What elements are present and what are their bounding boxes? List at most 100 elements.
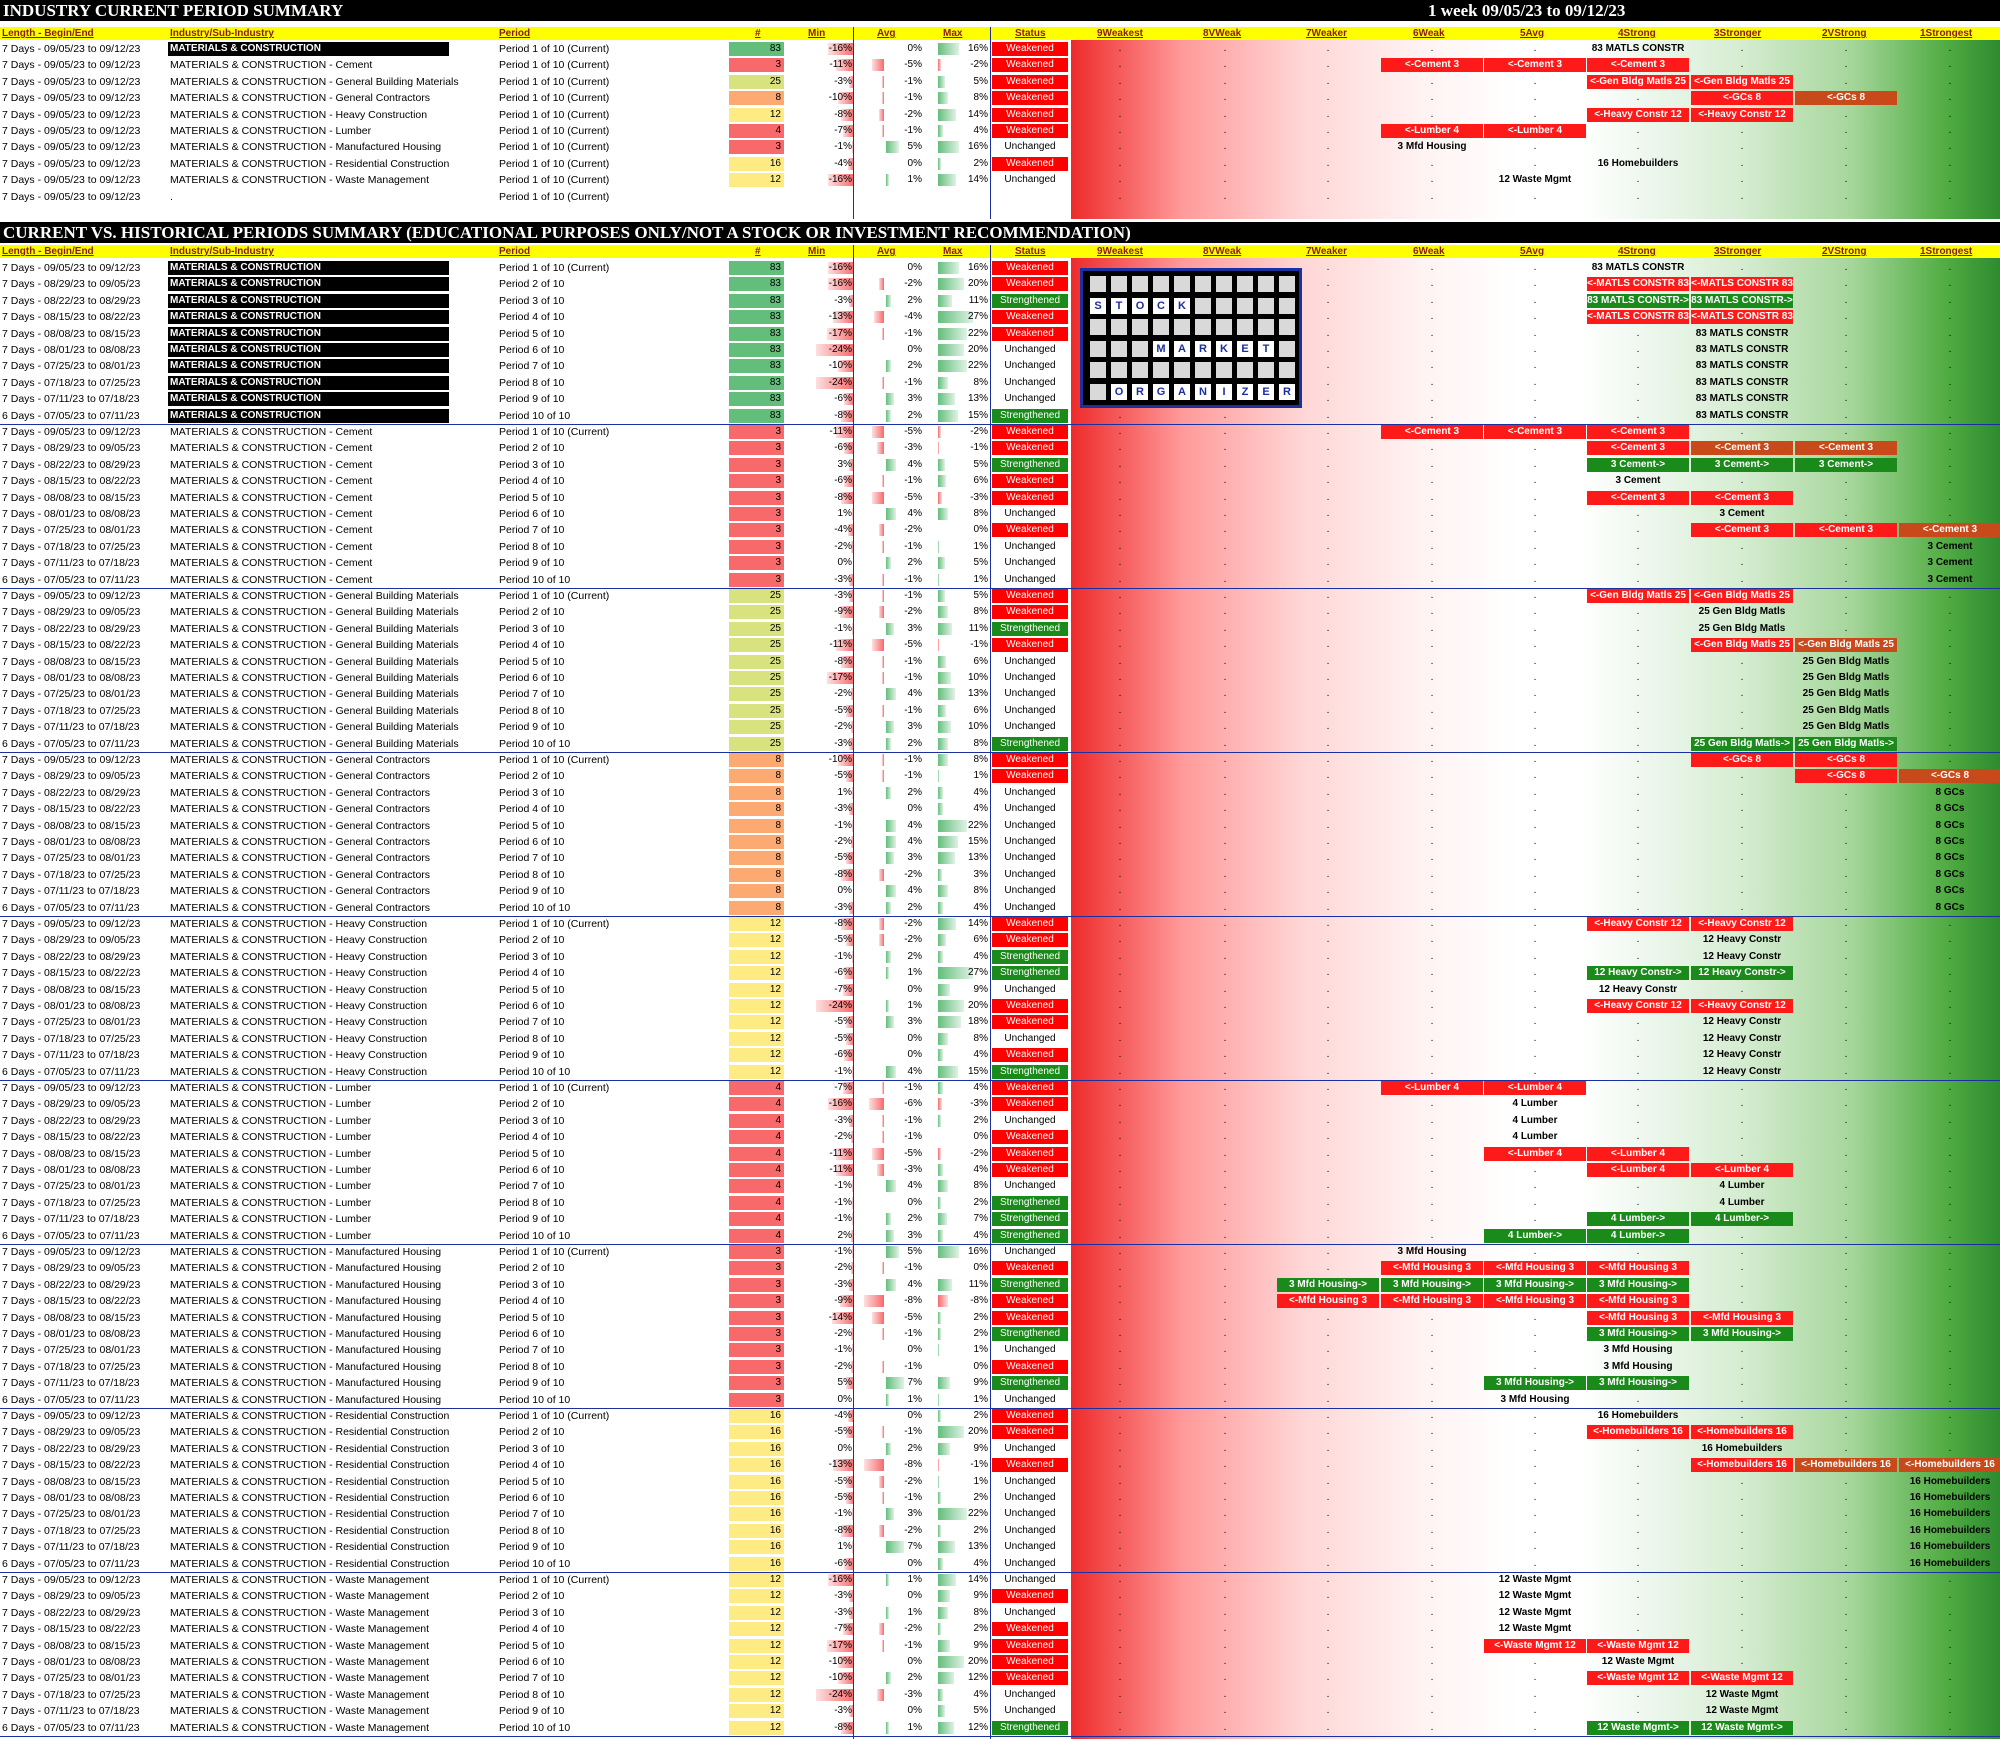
period-cell: Period 6 of 10: [499, 1000, 565, 1012]
industry-cell: MATERIALS & CONSTRUCTION - Residential C…: [170, 1442, 450, 1455]
min-cell: -4%: [834, 157, 852, 169]
count-cell: 12: [729, 173, 784, 188]
length-cell: 6 Days - 07/05/23 to 07/11/23: [2, 1065, 140, 1078]
rank-dot: .: [1430, 1705, 1434, 1717]
rank-dot: .: [1636, 819, 1640, 831]
rank-dot: .: [1636, 174, 1640, 186]
avg-bar: [881, 1262, 884, 1275]
min-cell: -24%: [828, 344, 852, 355]
rank-dot: .: [1430, 43, 1434, 54]
rank-marker: <-MATLS CONSTR 83: [1587, 310, 1689, 325]
rank-marker: <-Lumber 4: [1691, 1163, 1793, 1177]
rank-dot: .: [1533, 1672, 1537, 1684]
rank-dot: .: [1844, 1262, 1848, 1274]
status-badge: Weakened: [992, 91, 1068, 106]
max-cell: 4%: [973, 786, 988, 798]
avg-cell: -1%: [904, 704, 922, 716]
period-cell: Period 4 of 10: [499, 967, 565, 980]
logo-tile: A: [1173, 382, 1191, 401]
rank-dot: .: [1636, 125, 1640, 136]
status-badge: Weakened: [992, 474, 1068, 489]
max-cell: 4%: [973, 1688, 988, 1700]
min-bar: [850, 540, 854, 553]
industry-cell: MATERIALS & CONSTRUCTION - General Contr…: [170, 852, 431, 865]
rank-dot: .: [1223, 1360, 1227, 1372]
rank-dot: .: [1948, 1360, 1952, 1372]
rank-dot: .: [1948, 754, 1952, 765]
max-bar: [938, 1377, 950, 1390]
rank-marker: <-GCs 8: [1899, 769, 2000, 784]
rank-dot: .: [1636, 557, 1640, 569]
rank-marker: 12 Heavy Constr: [1702, 1065, 1782, 1077]
rank-dot: .: [1636, 1082, 1640, 1093]
avg-bar: [879, 868, 884, 881]
avg-cell: 0%: [907, 1196, 922, 1208]
rank-dot: .: [1326, 1590, 1330, 1602]
min-bar: [846, 1032, 854, 1045]
rank-dot: .: [1223, 409, 1227, 421]
max-bar: [938, 43, 959, 55]
period-cell: Period 6 of 10: [499, 508, 565, 520]
avg-cell: 0%: [907, 344, 922, 355]
max-cell: 22%: [967, 1508, 988, 1520]
max-bar: [938, 426, 941, 438]
avg-cell: 0%: [907, 1557, 922, 1569]
status-badge: Weakened: [992, 58, 1068, 73]
column-header: Industry/Sub-Industry: [170, 28, 274, 39]
rank-dot: .: [1533, 75, 1537, 87]
max-bar: [938, 1639, 950, 1652]
count-cell: 4: [729, 1146, 784, 1161]
rank-marker: 3 Mfd Housing->: [1691, 1327, 1793, 1341]
avg-cell: -5%: [904, 426, 922, 437]
min-bar: [850, 1229, 854, 1242]
length-cell: 7 Days - 08/15/23 to 08/22/23: [2, 967, 141, 980]
rank-dot: .: [1844, 409, 1848, 421]
rank-marker: 3 Mfd Housing: [1500, 1393, 1570, 1405]
rank-dot: .: [1533, 655, 1537, 667]
avg-bar: [886, 508, 896, 520]
min-bar: [842, 1623, 854, 1636]
rank-dot: .: [1118, 1065, 1122, 1077]
avg-bar: [881, 672, 884, 684]
rank-dot: .: [1223, 524, 1227, 536]
rank-dot: .: [1223, 1196, 1227, 1208]
rank-dot: .: [1430, 174, 1434, 186]
max-cell: 4%: [973, 950, 988, 962]
rank-dot: .: [1533, 1459, 1537, 1471]
rank-dot: .: [1740, 125, 1744, 136]
industry-cell: MATERIALS & CONSTRUCTION - Waste Managem…: [170, 1574, 430, 1586]
rank-dot: .: [1844, 475, 1848, 487]
max-cell: 4%: [973, 1049, 988, 1061]
min-cell: -16%: [828, 43, 852, 54]
logo-tile: [1257, 318, 1275, 336]
rank-marker: <-Cement 3: [1587, 490, 1689, 505]
rank-dot: .: [1740, 868, 1744, 880]
length-cell: 7 Days - 08/29/23 to 09/05/23: [2, 278, 141, 291]
max-bar: [938, 344, 964, 356]
period-cell: Period 7 of 10: [499, 1672, 565, 1685]
avg-cell: -1%: [904, 754, 922, 765]
avg-bar: [871, 491, 884, 504]
logo-tile: R: [1131, 382, 1149, 401]
min-cell: -8%: [834, 1524, 852, 1536]
rank-marker: <-Lumber 4: [1587, 1146, 1689, 1161]
max-cell: 2%: [973, 1114, 988, 1126]
count-cell: 4: [729, 1195, 784, 1210]
rank-dot: .: [1844, 157, 1848, 169]
status-badge: Unchanged: [1004, 1557, 1056, 1569]
rank-dot: .: [1948, 1721, 1952, 1733]
rank-dot: .: [1223, 606, 1227, 618]
rank-dot: .: [1948, 1049, 1952, 1061]
logo-tile: [1110, 361, 1128, 379]
rank-dot: .: [1223, 1606, 1227, 1618]
avg-bar: [886, 1606, 889, 1619]
rank-dot: .: [1636, 1492, 1640, 1503]
max-bar: [938, 1065, 958, 1078]
industry-cell: MATERIALS & CONSTRUCTION - Lumber: [170, 1098, 372, 1111]
rank-dot: .: [1223, 1147, 1227, 1159]
max-cell: 9%: [973, 1639, 988, 1651]
rank-marker: 83 MATLS CONSTR: [1695, 409, 1789, 421]
length-cell: 7 Days - 07/11/23 to 07/18/23: [2, 1541, 140, 1554]
length-cell: 7 Days - 08/01/23 to 08/08/23: [2, 836, 141, 848]
logo-tile: [1257, 361, 1275, 379]
